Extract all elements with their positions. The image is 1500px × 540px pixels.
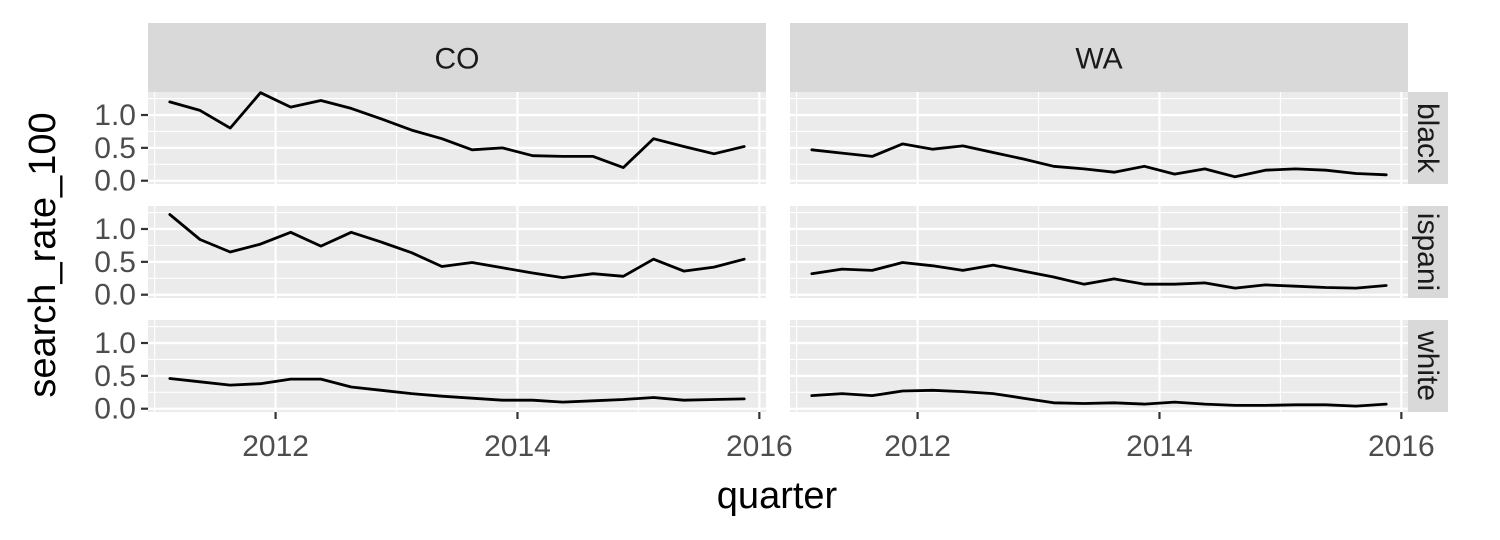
row-strip-label: black xyxy=(1411,103,1444,174)
panel-background xyxy=(790,320,1408,412)
y-axis-title: search_rate_100 xyxy=(22,112,64,397)
x-tick-label: 2014 xyxy=(484,430,551,463)
series-line-WA-white xyxy=(810,388,1388,408)
series-line-WA-hispanic xyxy=(810,261,1388,290)
column-strip-WA xyxy=(790,23,1408,92)
x-tick-label: 2012 xyxy=(242,430,309,463)
x-tick-label: 2016 xyxy=(726,430,793,463)
facet-row-strips: black ispani white xyxy=(1408,92,1448,412)
column-strip-label: WA xyxy=(1075,43,1122,76)
row-strip-hispanic xyxy=(1408,206,1448,298)
panel-background xyxy=(790,206,1408,298)
series-line-CO-hispanic xyxy=(168,213,746,280)
panel-background xyxy=(148,206,766,298)
y-tick-label: 0.5 xyxy=(94,246,136,279)
x-axis-title: quarter xyxy=(717,475,838,517)
panel-WA-hispanic xyxy=(790,206,1408,298)
series-line-CO-black xyxy=(168,91,746,170)
row-strip-black xyxy=(1408,92,1448,184)
panel-WA-black xyxy=(790,92,1408,184)
series-line-WA-black xyxy=(810,142,1388,179)
x-tick-label: 2014 xyxy=(1126,430,1193,463)
row-strip-label: ispani xyxy=(1411,213,1444,291)
column-strip-label: CO xyxy=(435,43,480,76)
panel-WA-white xyxy=(790,320,1408,412)
y-tick-label: 0.0 xyxy=(94,279,136,312)
y-tick-label: 0.0 xyxy=(94,393,136,426)
facet-column-strips: CO WA xyxy=(148,23,1408,92)
panel-background xyxy=(148,92,766,184)
y-tick-label: 0.5 xyxy=(94,360,136,393)
row-strip-label: white xyxy=(1411,330,1444,401)
x-tick-label: 2016 xyxy=(1368,430,1435,463)
y-tick-label: 0.5 xyxy=(94,132,136,165)
y-tick-label: 1.0 xyxy=(94,99,136,132)
column-strip-CO xyxy=(148,23,766,92)
series-line-CO-white xyxy=(168,377,746,404)
panel-CO-black xyxy=(148,91,766,184)
y-tick-label: 0.0 xyxy=(94,165,136,198)
panel-CO-white xyxy=(148,320,766,412)
x-axes: 2012 2014 2016 2012 2014 2016 xyxy=(242,412,1435,463)
row-strip-white xyxy=(1408,320,1448,412)
panel-CO-hispanic xyxy=(148,206,766,298)
y-tick-label: 1.0 xyxy=(94,327,136,360)
x-tick-label: 2012 xyxy=(884,430,951,463)
facet-panels xyxy=(148,91,1408,412)
y-axes: 0.00.51.00.00.51.00.00.51.0 xyxy=(94,99,148,426)
y-tick-label: 1.0 xyxy=(94,213,136,246)
